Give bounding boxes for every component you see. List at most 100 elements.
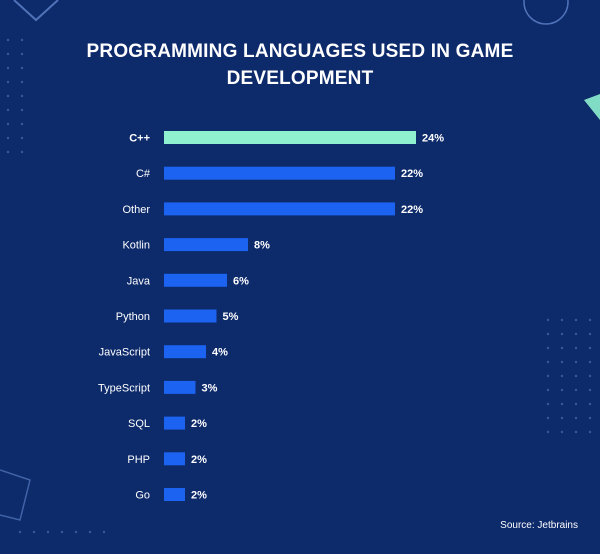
bar — [164, 309, 217, 323]
decor-dot — [546, 430, 550, 434]
decor-dot — [18, 530, 22, 534]
category-label: JavaScript — [99, 347, 150, 359]
decor-dot — [20, 122, 24, 126]
bar — [164, 416, 185, 430]
decor-dot — [6, 108, 10, 112]
decor-dot — [546, 360, 550, 364]
decor-dot — [574, 416, 578, 420]
decor-dot — [560, 416, 564, 420]
value-label: 6% — [233, 275, 249, 287]
decor-dot — [560, 346, 564, 350]
decor-dot-grid-left — [6, 38, 24, 154]
value-label: 2% — [191, 490, 207, 502]
bar-chart: C++ 24% C# 22% Other 22% Kotlin 8% Java 6% Python 5… — [98, 131, 444, 502]
decor-dot — [6, 136, 10, 140]
decor-dot — [574, 430, 578, 434]
decor-dot — [588, 346, 592, 350]
decor-diamond-shape — [13, 0, 59, 22]
bar — [164, 166, 395, 180]
value-label: 3% — [202, 382, 218, 394]
category-label: Other — [122, 204, 150, 216]
decor-dot — [574, 346, 578, 350]
category-label: PHP — [127, 454, 150, 466]
decor-dot — [20, 150, 24, 154]
decor-dot — [20, 94, 24, 98]
decor-dot — [20, 38, 24, 42]
background-decoration — [0, 0, 600, 534]
decor-dot — [588, 388, 592, 392]
decor-dot — [546, 388, 550, 392]
decor-dot — [574, 332, 578, 336]
value-label: 2% — [191, 418, 207, 430]
decor-dot — [560, 402, 564, 406]
bar — [164, 380, 196, 394]
value-label: 4% — [212, 347, 228, 359]
decor-dot — [560, 388, 564, 392]
category-label: C# — [136, 168, 151, 180]
category-label: Go — [135, 490, 150, 502]
decor-dot — [574, 388, 578, 392]
decor-dot — [560, 374, 564, 378]
bar — [164, 345, 206, 359]
decor-dot — [20, 108, 24, 112]
decor-dot — [6, 94, 10, 98]
bar — [164, 238, 248, 252]
decor-dot — [32, 530, 36, 534]
decor-dot — [588, 374, 592, 378]
decor-dot — [6, 150, 10, 154]
category-label: TypeScript — [98, 382, 150, 394]
decor-dot — [6, 38, 10, 42]
decor-dot — [588, 430, 592, 434]
decor-dot — [20, 66, 24, 70]
decor-dot — [20, 80, 24, 84]
decor-dot — [546, 318, 550, 322]
decor-dot — [546, 332, 550, 336]
decor-dot — [588, 416, 592, 420]
decor-dot — [6, 66, 10, 70]
decor-dot — [6, 122, 10, 126]
decor-dot-row-bottom — [18, 530, 106, 534]
decor-dot — [6, 80, 10, 84]
decor-dot — [560, 332, 564, 336]
decor-dot — [546, 346, 550, 350]
decor-corner-shape — [0, 469, 31, 521]
decor-dot — [588, 360, 592, 364]
category-label: C++ — [129, 133, 150, 145]
decor-dot — [574, 360, 578, 364]
category-label: Python — [116, 311, 150, 323]
chart-title-line-1: PROGRAMMING LANGUAGES USED IN GAME — [86, 41, 514, 62]
category-label: SQL — [128, 418, 150, 430]
decor-dot — [74, 530, 78, 534]
decor-dot — [560, 318, 564, 322]
decor-circle-shape — [523, 0, 569, 25]
bar — [164, 202, 395, 216]
decor-dot — [588, 332, 592, 336]
decor-dot — [574, 318, 578, 322]
value-label: 2% — [191, 454, 207, 466]
category-label: Kotlin — [122, 240, 150, 252]
decor-dot — [46, 530, 50, 534]
decor-dot — [588, 402, 592, 406]
category-label: Java — [127, 275, 151, 287]
chart-title-line-2: DEVELOPMENT — [226, 68, 374, 89]
bar — [164, 131, 416, 144]
source-note: Source: Jetbrains — [500, 520, 578, 531]
decor-dot — [588, 318, 592, 322]
decor-dot — [560, 360, 564, 364]
value-label: 8% — [254, 240, 270, 252]
decor-accent-triangle — [584, 94, 600, 120]
bar — [164, 273, 227, 287]
decor-dot — [88, 530, 92, 534]
value-label: 22% — [401, 204, 423, 216]
decor-dot — [6, 52, 10, 56]
bar — [164, 488, 185, 501]
decor-dot — [574, 374, 578, 378]
decor-dot — [102, 530, 106, 534]
decor-dot — [574, 402, 578, 406]
decor-dot-grid-right — [546, 318, 592, 434]
decor-dot — [20, 136, 24, 140]
decor-dot — [560, 430, 564, 434]
bar — [164, 452, 185, 466]
decor-dot — [60, 530, 64, 534]
